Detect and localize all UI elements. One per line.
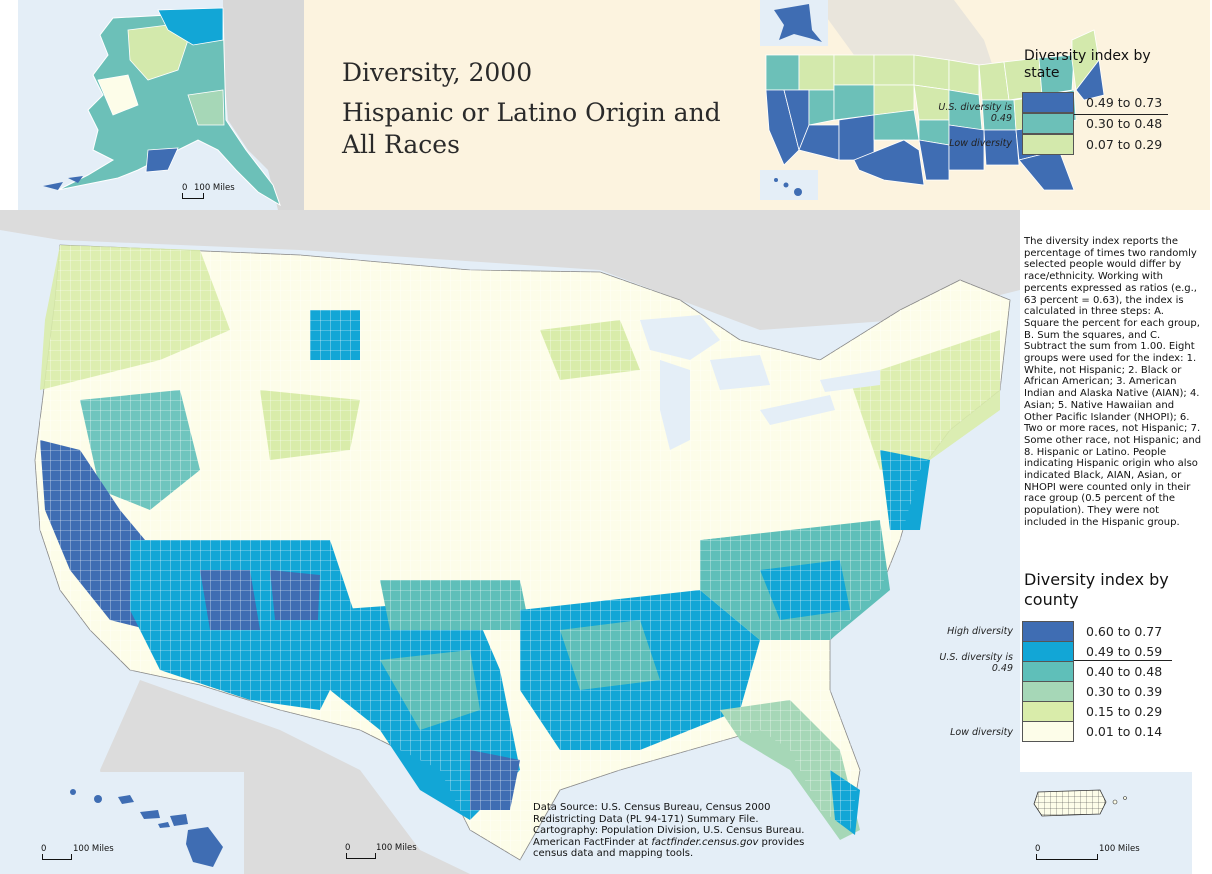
source-line-4: American FactFinder at factfinder.census… (533, 837, 823, 849)
county-map-graphic (0, 210, 1020, 874)
state-legend-title: Diversity index by state (1024, 48, 1151, 81)
county-swatch-1 (1022, 621, 1074, 642)
state-swatch-3 (1022, 134, 1074, 155)
pr-scale-bar (1036, 854, 1098, 860)
county-legend-label-6: 0.01 to 0.14 (1086, 724, 1163, 739)
county-legend-label-4: 0.30 to 0.39 (1086, 684, 1163, 699)
county-legend-label-3: 0.40 to 0.48 (1086, 664, 1163, 679)
alaska-scale-label: 100 Miles (194, 183, 235, 193)
factfinder-link[interactable]: factfinder.census.gov (651, 836, 759, 848)
source-line-4-pre: American FactFinder at (533, 836, 652, 848)
hawaii-inset-map: 0 100 Miles (18, 772, 244, 874)
state-low-diversity-label: Low diversity (949, 138, 1012, 149)
state-swatch-2 (1022, 113, 1074, 134)
county-us-line (1022, 660, 1172, 661)
state-map-graphic (754, 0, 1210, 210)
pr-scale-label: 100 Miles (1099, 844, 1140, 854)
hawaii-map-graphic (18, 772, 244, 874)
county-swatch-2 (1022, 641, 1074, 662)
puerto-rico-map-graphic (960, 772, 1192, 874)
county-legend-label-2: 0.49 to 0.59 (1086, 644, 1163, 659)
county-legend-label-1: 0.60 to 0.77 (1086, 624, 1163, 639)
state-us-line (1022, 114, 1168, 115)
data-source-note: Data Source: U.S. Census Bureau, Census … (533, 802, 823, 860)
county-legend-row-1: 0.60 to 0.77 (1022, 621, 1162, 642)
header-panel: Diversity, 2000 Hispanic or Latino Origi… (304, 0, 754, 210)
county-us-diversity-label: U.S. diversity is 0.49 (939, 652, 1013, 674)
county-swatch-6 (1022, 721, 1074, 742)
county-legend-title: Diversity index by county (1024, 570, 1169, 609)
source-line-5: census data and mapping tools. (533, 848, 694, 859)
county-legend-row-4: 0.30 to 0.39 (1022, 681, 1162, 702)
county-legend-row-2: 0.49 to 0.59 (1022, 641, 1162, 662)
state-legend-label-3: 0.07 to 0.29 (1086, 137, 1163, 152)
county-swatch-5 (1022, 701, 1074, 722)
alaska-scale-zero: 0 (182, 183, 188, 193)
state-diversity-panel: Diversity index by state U.S. diversity … (754, 0, 1210, 210)
source-line-2: Redistricting Data (PL 94-171) Summary F… (533, 813, 759, 825)
source-line-3: Cartography: Population Division, U.S. C… (533, 825, 805, 836)
state-legend-row-1: 0.49 to 0.73 (1022, 92, 1162, 113)
mainland-scale-zero: 0 (345, 843, 351, 853)
hawaii-scale-bar (42, 854, 72, 860)
hawaii-scale-label: 100 Miles (73, 844, 114, 854)
county-legend-row-6: 0.01 to 0.14 (1022, 721, 1162, 742)
mainland-scale-bar (346, 853, 376, 859)
state-legend-label-1: 0.49 to 0.73 (1086, 95, 1163, 110)
state-us-diversity-label: U.S. diversity is 0.49 (938, 102, 1012, 124)
county-diversity-map (0, 210, 1020, 874)
county-high-diversity-label: High diversity (947, 626, 1013, 637)
source-line-1: Data Source: U.S. Census Bureau, Census … (533, 802, 771, 813)
alaska-map-graphic (18, 0, 304, 210)
state-legend-label-2: 0.30 to 0.48 (1086, 116, 1163, 131)
county-legend-label-5: 0.15 to 0.29 (1086, 704, 1163, 719)
state-swatch-1 (1022, 92, 1074, 113)
mainland-scale-label: 100 Miles (376, 843, 417, 853)
hawaii-scale-zero: 0 (41, 844, 47, 854)
alaska-scale-bar (182, 193, 204, 199)
diversity-index-explanation: The diversity index reports the percenta… (1024, 236, 1202, 528)
state-legend-row-2: 0.30 to 0.48 (1022, 113, 1162, 134)
source-line-4-post: provides (758, 836, 805, 848)
map-subtitle: Hispanic or Latino Origin and All Races (342, 98, 721, 159)
map-title: Diversity, 2000 (342, 58, 533, 87)
alaska-inset-map: 0 100 Miles (18, 0, 304, 210)
county-legend-row-5: 0.15 to 0.29 (1022, 701, 1162, 722)
county-swatch-4 (1022, 681, 1074, 702)
county-swatch-3 (1022, 661, 1074, 682)
puerto-rico-inset-map: 0 100 Miles (960, 772, 1192, 874)
county-low-diversity-label: Low diversity (950, 727, 1013, 738)
state-legend-row-3: 0.07 to 0.29 (1022, 134, 1162, 155)
pr-scale-zero: 0 (1035, 844, 1041, 854)
county-legend-row-3: 0.40 to 0.48 (1022, 661, 1162, 682)
